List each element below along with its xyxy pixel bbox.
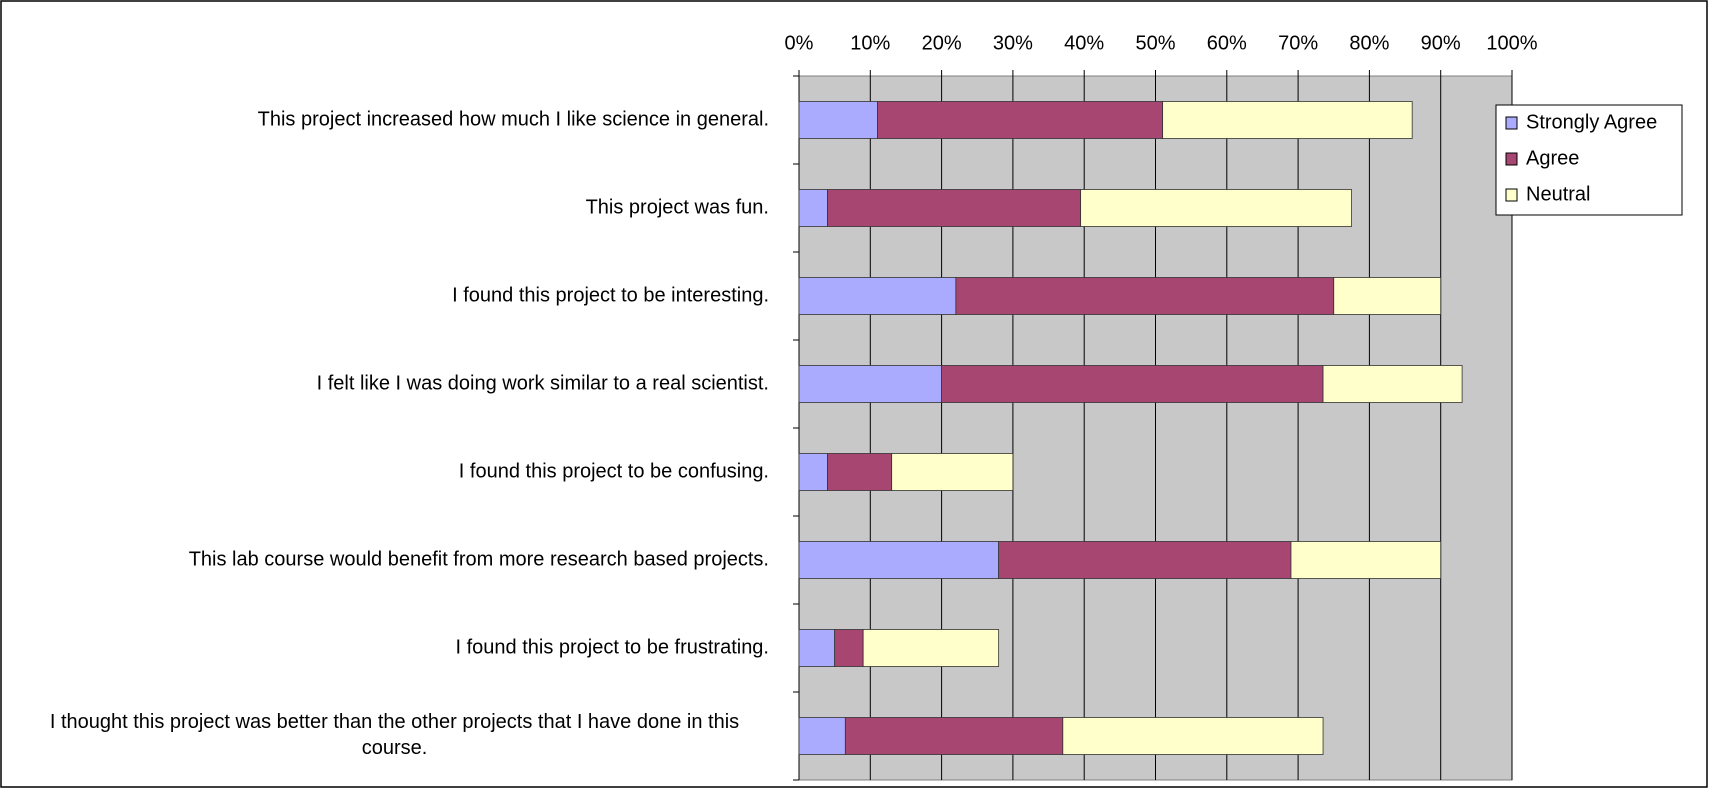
bar-segment bbox=[941, 365, 1324, 403]
label-line: I thought this project was better than t… bbox=[50, 711, 739, 733]
y-tick-label: This project increased how much I like s… bbox=[258, 108, 769, 130]
bar-segment bbox=[798, 101, 878, 139]
bar-segment bbox=[834, 629, 864, 667]
x-tick-label: 60% bbox=[1207, 32, 1247, 54]
legend-label: Agree bbox=[1526, 147, 1579, 169]
bar-segment bbox=[798, 277, 957, 315]
x-tick-label: 90% bbox=[1421, 32, 1461, 54]
x-tick-label: 30% bbox=[993, 32, 1033, 54]
bar-segment bbox=[1333, 277, 1442, 315]
bar-segment bbox=[1162, 101, 1413, 139]
bar-segment bbox=[798, 717, 846, 755]
x-tick-label: 100% bbox=[1486, 32, 1537, 54]
x-tick-label: 0% bbox=[785, 32, 814, 54]
bar-segment bbox=[798, 453, 828, 491]
bar-segment bbox=[955, 277, 1335, 315]
bar-segment bbox=[998, 541, 1292, 579]
y-tick-label: This project was fun. bbox=[586, 196, 769, 218]
legend-label: Strongly Agree bbox=[1526, 111, 1657, 133]
bar-segment bbox=[1290, 541, 1442, 579]
legend-swatch bbox=[1505, 116, 1518, 130]
y-tick-label: I thought this project was better than t… bbox=[50, 711, 739, 759]
y-tick-label: I felt like I was doing work similar to … bbox=[317, 372, 769, 394]
y-tick-label: This lab course would benefit from more … bbox=[189, 548, 769, 570]
bar-segment bbox=[798, 629, 836, 667]
bar-segment bbox=[891, 453, 1014, 491]
bar-segment bbox=[798, 189, 828, 227]
bar-segment bbox=[798, 365, 943, 403]
x-tick-label: 50% bbox=[1135, 32, 1175, 54]
x-tick-label: 10% bbox=[850, 32, 890, 54]
bar-segment bbox=[1080, 189, 1352, 227]
bar-segment bbox=[1322, 365, 1463, 403]
bar-segment bbox=[798, 541, 1000, 579]
x-tick-label: 70% bbox=[1278, 32, 1318, 54]
x-tick-label: 20% bbox=[922, 32, 962, 54]
legend-label: Neutral bbox=[1526, 183, 1590, 205]
y-tick-label: I found this project to be interesting. bbox=[452, 284, 769, 306]
x-tick-label: 80% bbox=[1349, 32, 1389, 54]
y-tick-label: I found this project to be confusing. bbox=[459, 460, 769, 482]
legend-swatch bbox=[1505, 152, 1518, 166]
y-tick-label: I found this project to be frustrating. bbox=[455, 636, 769, 658]
bar-segment bbox=[862, 629, 1000, 667]
label-line: course. bbox=[362, 737, 428, 759]
bar-segment bbox=[827, 453, 893, 491]
bar-segment bbox=[877, 101, 1164, 139]
bar-segment bbox=[1062, 717, 1324, 755]
x-tick-label: 40% bbox=[1064, 32, 1104, 54]
bar-segment bbox=[844, 717, 1064, 755]
bar-segment bbox=[827, 189, 1082, 227]
legend-swatch bbox=[1505, 188, 1518, 202]
legend-box bbox=[1495, 104, 1683, 216]
